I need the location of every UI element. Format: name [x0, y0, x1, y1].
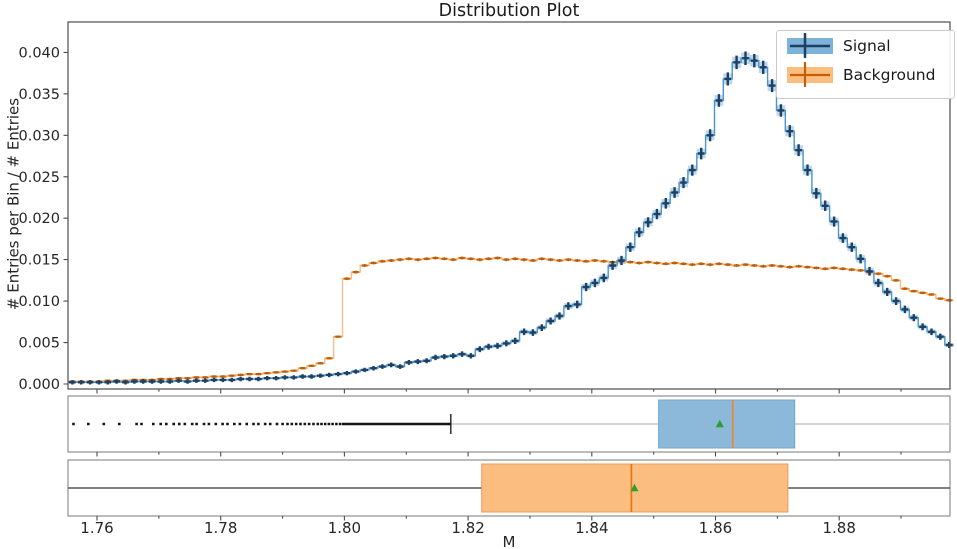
y-axis-label: # Entries per Bin / # Entries — [4, 97, 23, 311]
svg-text:0.005: 0.005 — [18, 336, 60, 352]
svg-text:0.020: 0.020 — [18, 211, 60, 227]
svg-text:1.86: 1.86 — [699, 519, 732, 537]
chart-title: Distribution Plot — [438, 1, 580, 21]
legend-item-background: Background — [777, 60, 954, 89]
svg-text:0.015: 0.015 — [18, 253, 60, 269]
svg-text:0.025: 0.025 — [18, 170, 60, 186]
svg-text:1.80: 1.80 — [328, 519, 361, 537]
legend: Signal Background — [776, 30, 955, 99]
legend-label-signal: Signal — [843, 36, 891, 55]
svg-text:1.82: 1.82 — [451, 519, 484, 537]
svg-text:0.000: 0.000 — [18, 377, 60, 393]
svg-text:0.035: 0.035 — [18, 87, 60, 103]
background-swatch-icon — [787, 62, 833, 87]
svg-text:0.030: 0.030 — [18, 128, 60, 144]
signal-swatch-icon — [787, 33, 833, 58]
svg-text:1.84: 1.84 — [575, 519, 608, 537]
svg-text:0.040: 0.040 — [18, 45, 60, 61]
legend-label-background: Background — [843, 65, 936, 84]
svg-text:1.88: 1.88 — [822, 519, 855, 537]
svg-text:1.78: 1.78 — [204, 519, 237, 537]
legend-item-signal: Signal — [777, 31, 954, 60]
svg-text:0.010: 0.010 — [18, 294, 60, 310]
svg-text:1.76: 1.76 — [80, 519, 113, 537]
x-axis-label: M — [502, 533, 516, 549]
